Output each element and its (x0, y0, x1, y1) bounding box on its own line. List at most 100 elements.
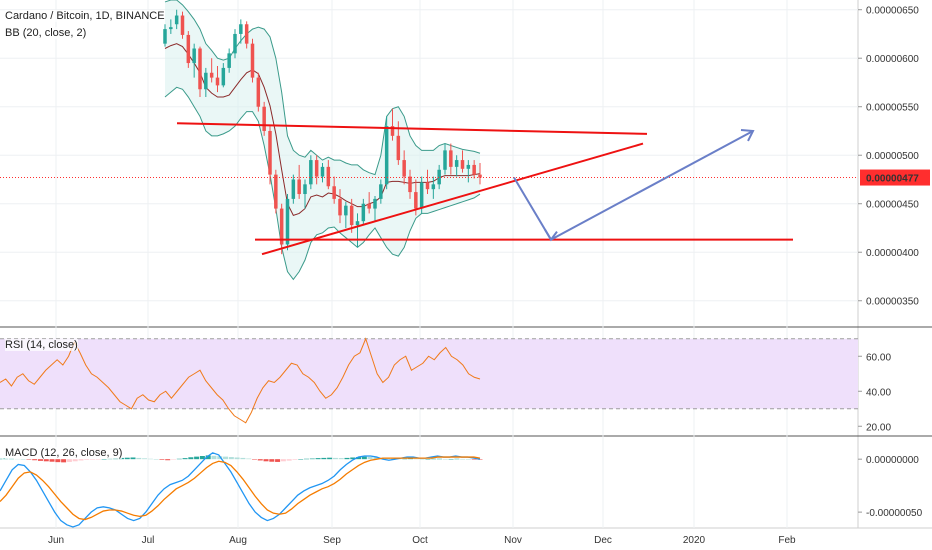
candle-body (174, 15, 179, 25)
macd-histogram-bar (350, 457, 356, 460)
macd-histogram-bar (217, 456, 223, 460)
candle-body (250, 43, 255, 78)
macd-histogram-bar (477, 459, 483, 460)
macd-histogram-bar (327, 457, 333, 460)
macd-histogram-bar (136, 457, 142, 460)
bb-upper-line (164, 0, 481, 176)
candle-body (478, 174, 482, 178)
macd-histogram-bar (142, 458, 148, 460)
candle-body (472, 164, 476, 175)
macd-histogram-bar (367, 456, 373, 460)
candle-body (460, 160, 465, 169)
macd-histogram-bar (26, 459, 32, 460)
x-tick-label: Oct (412, 535, 428, 546)
candle-body (227, 53, 231, 68)
macd-histogram-bar (90, 459, 96, 460)
y-tick-label: 0.00000500 (866, 151, 919, 162)
macd-histogram-bar (32, 459, 38, 461)
last-price-tag (860, 169, 930, 186)
y-tick-label: 0.00000550 (866, 103, 919, 114)
candle-body (239, 24, 243, 34)
symbol-legend: Cardano / Bitcoin, 1D, BINANCE (5, 10, 165, 22)
macd-histogram-bar (292, 459, 298, 460)
macd-histogram-bar (269, 459, 275, 462)
macd-histogram-bar (240, 457, 246, 460)
macd-histogram-bar (309, 458, 315, 460)
candle-body (180, 15, 185, 35)
macd-histogram-bar (211, 455, 217, 460)
macd-histogram-bar (263, 459, 269, 462)
candle-body (361, 203, 366, 222)
bb-fill (165, 0, 480, 280)
rsi-title: RSI (14, close) (5, 339, 78, 351)
candle-body (320, 166, 325, 177)
macd-histogram-bar (130, 457, 136, 460)
macd-histogram-bar (0, 458, 3, 460)
candle-body (285, 198, 290, 245)
bb-legend: BB (20, close, 2) (5, 27, 87, 39)
rising-support-trendline (261, 142, 644, 256)
x-tick-label: Jul (142, 535, 155, 546)
macd-y-tick-label: 0.00000000 (866, 455, 919, 466)
candle-body (373, 198, 377, 209)
macd-histogram-bar (286, 459, 292, 461)
candle-body (419, 182, 424, 209)
macd-histogram-bar (72, 459, 78, 462)
macd-histogram-bar (223, 456, 229, 460)
macd-histogram-bar (344, 457, 350, 460)
macd-histogram-bar (84, 459, 90, 460)
rsi-line (0, 337, 481, 424)
macd-histogram-bar (460, 458, 466, 460)
candle-body (443, 150, 447, 170)
candle-body (192, 48, 196, 64)
candle-body (314, 160, 319, 177)
candle-body (256, 77, 261, 107)
macd-histogram-bar (20, 458, 26, 460)
x-tick-label: Dec (594, 535, 612, 546)
macd-title: MACD (12, 26, close, 9) (5, 447, 123, 459)
macd-histogram-bar (101, 458, 107, 460)
x-tick-label: Aug (229, 535, 247, 546)
candle-body (326, 166, 331, 187)
candle-body (169, 27, 173, 30)
macd-histogram-bar (95, 459, 101, 460)
macd-histogram-bar (437, 458, 443, 460)
candle-body (198, 48, 202, 90)
macd-histogram-bar (147, 458, 153, 460)
macd-histogram-bar (332, 457, 338, 460)
rsi-legend: RSI (14, close) (5, 339, 78, 351)
candle-body (338, 198, 342, 216)
y-tick-label: 0.00000350 (866, 297, 919, 308)
macd-legend: MACD (12, 26, close, 9) (5, 447, 123, 459)
candle-body (431, 184, 436, 190)
macd-histogram-bar (170, 459, 176, 460)
macd-histogram-bar (234, 457, 240, 460)
macd-signal-line (0, 456, 481, 521)
candle-body (221, 67, 226, 86)
candle-body (209, 72, 214, 78)
candle-body (279, 208, 284, 245)
macd-histogram-bar (298, 459, 304, 460)
candle-body (186, 34, 191, 64)
candle-body (163, 29, 167, 44)
macd-histogram-bar (228, 457, 234, 460)
candle-body (408, 176, 412, 193)
candle-body (379, 184, 383, 199)
macd-y-tick-label: -0.00000050 (866, 508, 923, 519)
macd-histogram-bar (159, 459, 165, 460)
macd-histogram-bar (315, 458, 321, 460)
macd-histogram-bar (205, 455, 211, 460)
macd-histogram-bar (78, 459, 84, 461)
last-price-label: 0.00000477 (866, 174, 919, 185)
y-tick-label: 0.00000450 (866, 200, 919, 211)
candle-body (437, 169, 441, 185)
rsi-y-tick-label: 60.00 (866, 352, 891, 363)
macd-histogram-bar (454, 458, 460, 460)
macd-histogram-bar (153, 459, 159, 460)
candle-body (344, 205, 348, 216)
candle-body (449, 150, 453, 167)
candle-body (309, 160, 313, 185)
candle-body (274, 174, 278, 209)
